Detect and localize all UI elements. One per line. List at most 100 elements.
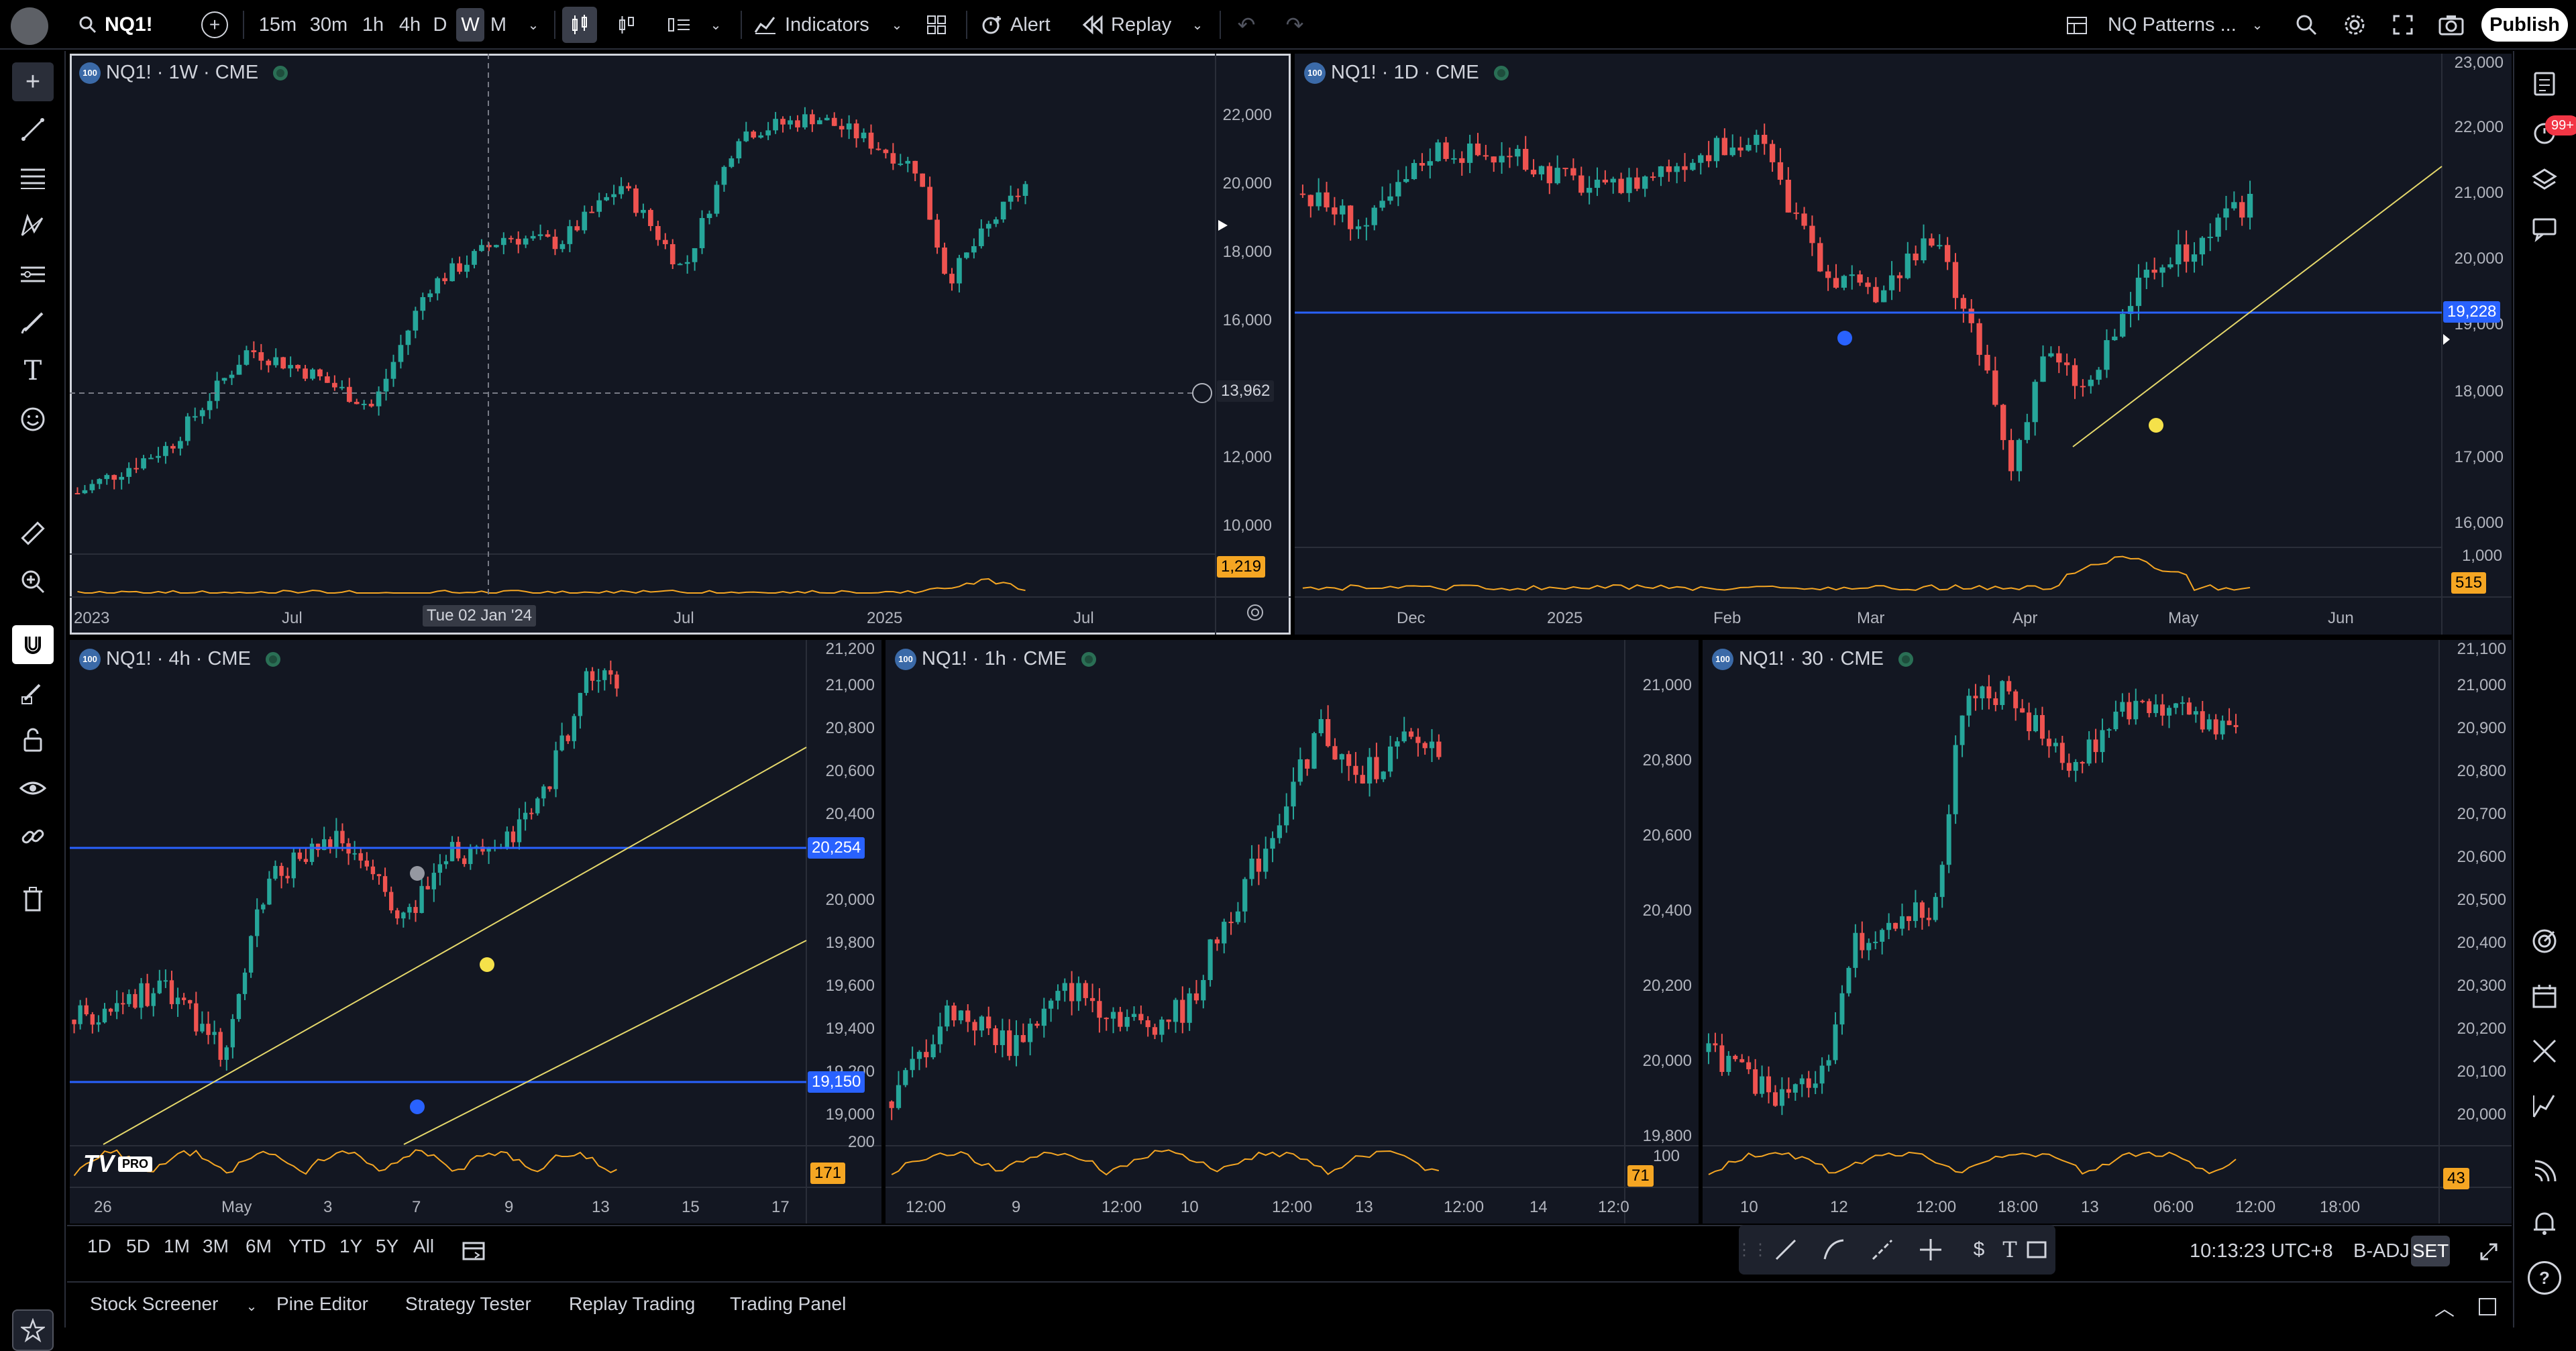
columns-chart-type-icon[interactable] — [664, 8, 694, 42]
text-tool-icon[interactable]: T — [2002, 1237, 2017, 1262]
chevron-down-icon[interactable]: ⌄ — [2251, 17, 2263, 33]
magnet-icon[interactable] — [12, 625, 54, 664]
layout-grid-icon[interactable] — [2063, 12, 2090, 39]
favorites-star-icon[interactable] — [12, 1309, 54, 1351]
symbol-search[interactable]: NQ1! — [78, 0, 153, 50]
range-all[interactable]: All — [413, 1236, 435, 1256]
quick-search-icon[interactable] — [2293, 11, 2320, 39]
maximize-icon[interactable] — [2475, 1238, 2502, 1265]
bell-icon[interactable] — [2528, 1206, 2561, 1240]
interval-w[interactable]: W — [456, 8, 484, 42]
emoji-icon[interactable] — [16, 402, 50, 436]
help-icon[interactable]: ? — [2528, 1261, 2561, 1295]
visibility-eye-icon[interactable] — [273, 65, 288, 80]
range-5y[interactable]: 5Y — [376, 1236, 399, 1256]
add-symbol-icon[interactable]: + — [201, 11, 228, 38]
brush-icon[interactable] — [16, 306, 50, 339]
chart-pane-1h[interactable]: 100 NQ1! · 1h · CME 21,000 20,800 20,600 20… — [885, 640, 1699, 1224]
candles-chart-type-icon[interactable] — [562, 7, 597, 43]
range-1y[interactable]: 1Y — [339, 1236, 363, 1256]
lock-icon[interactable] — [16, 723, 50, 757]
publish-button[interactable]: Publish — [2481, 8, 2568, 42]
zoom-in-icon[interactable] — [16, 565, 50, 598]
bottom-tab-trading-panel[interactable]: Trading Panel — [730, 1293, 847, 1314]
avatar[interactable] — [11, 7, 48, 45]
link-icon[interactable] — [16, 820, 50, 853]
range-ytd[interactable]: YTD — [288, 1236, 326, 1256]
visibility-eye-icon[interactable] — [1081, 651, 1096, 667]
settings-gear-icon[interactable] — [2341, 11, 2368, 39]
chart-pane-daily[interactable]: 100 NQ1! · 1D · CME 23,000 22,000 21,000 20… — [1295, 54, 2512, 635]
text-tool-icon[interactable]: T — [23, 356, 42, 386]
drag-handle-icon[interactable]: ⋮⋮ — [1736, 1240, 1768, 1259]
layouts-grid-icon[interactable] — [923, 11, 950, 39]
rectangle-icon[interactable] — [2021, 1234, 2053, 1265]
bottom-tab-strategy-tester[interactable]: Strategy Tester — [405, 1293, 531, 1314]
target-icon[interactable] — [2528, 924, 2561, 958]
interval-15m[interactable]: 15m — [258, 14, 297, 36]
cross-line-icon[interactable] — [1915, 1234, 1947, 1265]
ray-icon[interactable] — [1818, 1234, 1850, 1265]
chart-pane-weekly[interactable]: 100 NQ1! · 1W · CME 22,000 20,000 18,000 16… — [70, 54, 1291, 635]
range-1m[interactable]: 1M — [164, 1236, 190, 1256]
extended-line-icon[interactable] — [1866, 1234, 1898, 1265]
ruler-icon[interactable] — [16, 517, 50, 550]
axis-settings-gear-icon[interactable] — [1245, 602, 1268, 625]
chevron-down-icon[interactable]: ⌄ — [1191, 17, 1203, 33]
chevron-down-icon[interactable]: ⌄ — [710, 17, 722, 33]
pattern-icon[interactable] — [16, 209, 50, 243]
collapse-panel-icon[interactable]: ︿ — [2434, 1298, 2455, 1320]
indicators-button[interactable]: Indicators — [754, 0, 869, 50]
trash-icon[interactable] — [16, 883, 50, 916]
bottom-tab-replay-trading[interactable]: Replay Trading — [569, 1293, 696, 1314]
range-3m[interactable]: 3M — [203, 1236, 229, 1256]
interval-4h[interactable]: 4h — [398, 14, 421, 36]
eye-icon[interactable] — [16, 771, 50, 805]
bars-chart-type-icon[interactable] — [612, 8, 641, 42]
forecast-icon[interactable] — [16, 258, 50, 291]
chat-icon[interactable] — [2528, 212, 2561, 246]
chart-pane-4h[interactable]: 100 NQ1! · 4h · CME 21,200 21,000 20,800 20… — [70, 640, 881, 1224]
layout-name-button[interactable]: NQ Patterns ... — [2108, 13, 2237, 36]
replay-button[interactable]: Replay — [1081, 0, 1171, 50]
adjustment-toggle[interactable]: B-ADJ — [2353, 1240, 2410, 1262]
range-5d[interactable]: 5D — [126, 1236, 150, 1256]
price-label-icon[interactable]: $ — [1973, 1238, 1985, 1260]
interval-1h[interactable]: 1h — [362, 14, 384, 36]
calendar-icon[interactable] — [2528, 979, 2561, 1013]
go-to-date-icon[interactable] — [459, 1237, 488, 1264]
crosshair-icon[interactable]: + — [12, 62, 54, 101]
redo-icon[interactable]: ↷ — [1285, 13, 1304, 37]
chevron-down-icon[interactable]: ⌄ — [246, 1299, 258, 1314]
trend-line-icon[interactable] — [1770, 1234, 1802, 1265]
interval-30m[interactable]: 30m — [309, 14, 348, 36]
pine-icon[interactable] — [2528, 1089, 2561, 1123]
undo-icon[interactable]: ↶ — [1237, 13, 1256, 37]
range-6m[interactable]: 6M — [246, 1236, 272, 1256]
bottom-tab-stock-screener[interactable]: Stock Screener — [90, 1293, 219, 1314]
range-1d[interactable]: 1D — [87, 1236, 111, 1256]
strategy-icon[interactable] — [2528, 1034, 2561, 1068]
interval-m[interactable]: M — [490, 14, 507, 36]
alert-button[interactable]: Alert — [981, 0, 1051, 50]
fullscreen-icon[interactable] — [2390, 11, 2416, 39]
bottom-tab-pine-editor[interactable]: Pine Editor — [276, 1293, 368, 1314]
chevron-down-icon[interactable]: ⌄ — [527, 17, 539, 33]
fib-retracement-icon[interactable] — [16, 161, 50, 195]
layers-icon[interactable] — [2528, 164, 2561, 197]
chart-pane-30m[interactable]: 100 NQ1! · 30 · CME 21,100 21,000 20,900 20… — [1703, 640, 2512, 1224]
stay-in-drawing-mode-icon[interactable] — [16, 675, 50, 708]
price-tick-label: 17,000 — [2454, 448, 2504, 466]
chevron-down-icon[interactable]: ⌄ — [891, 17, 903, 33]
signal-icon[interactable] — [2528, 1155, 2561, 1189]
interval-d[interactable]: D — [433, 14, 447, 36]
trend-line-icon[interactable] — [16, 113, 50, 146]
clock[interactable]: 10:13:23 UTC+8 — [2190, 1240, 2333, 1262]
camera-icon[interactable] — [2436, 11, 2466, 39]
visibility-eye-icon[interactable] — [265, 651, 280, 667]
visibility-eye-icon[interactable] — [1493, 65, 1509, 80]
session-button[interactable]: SET — [2411, 1236, 2450, 1266]
expand-panel-icon[interactable] — [2474, 1293, 2501, 1320]
visibility-eye-icon[interactable] — [1898, 651, 1913, 667]
watchlist-icon[interactable] — [2528, 67, 2561, 101]
